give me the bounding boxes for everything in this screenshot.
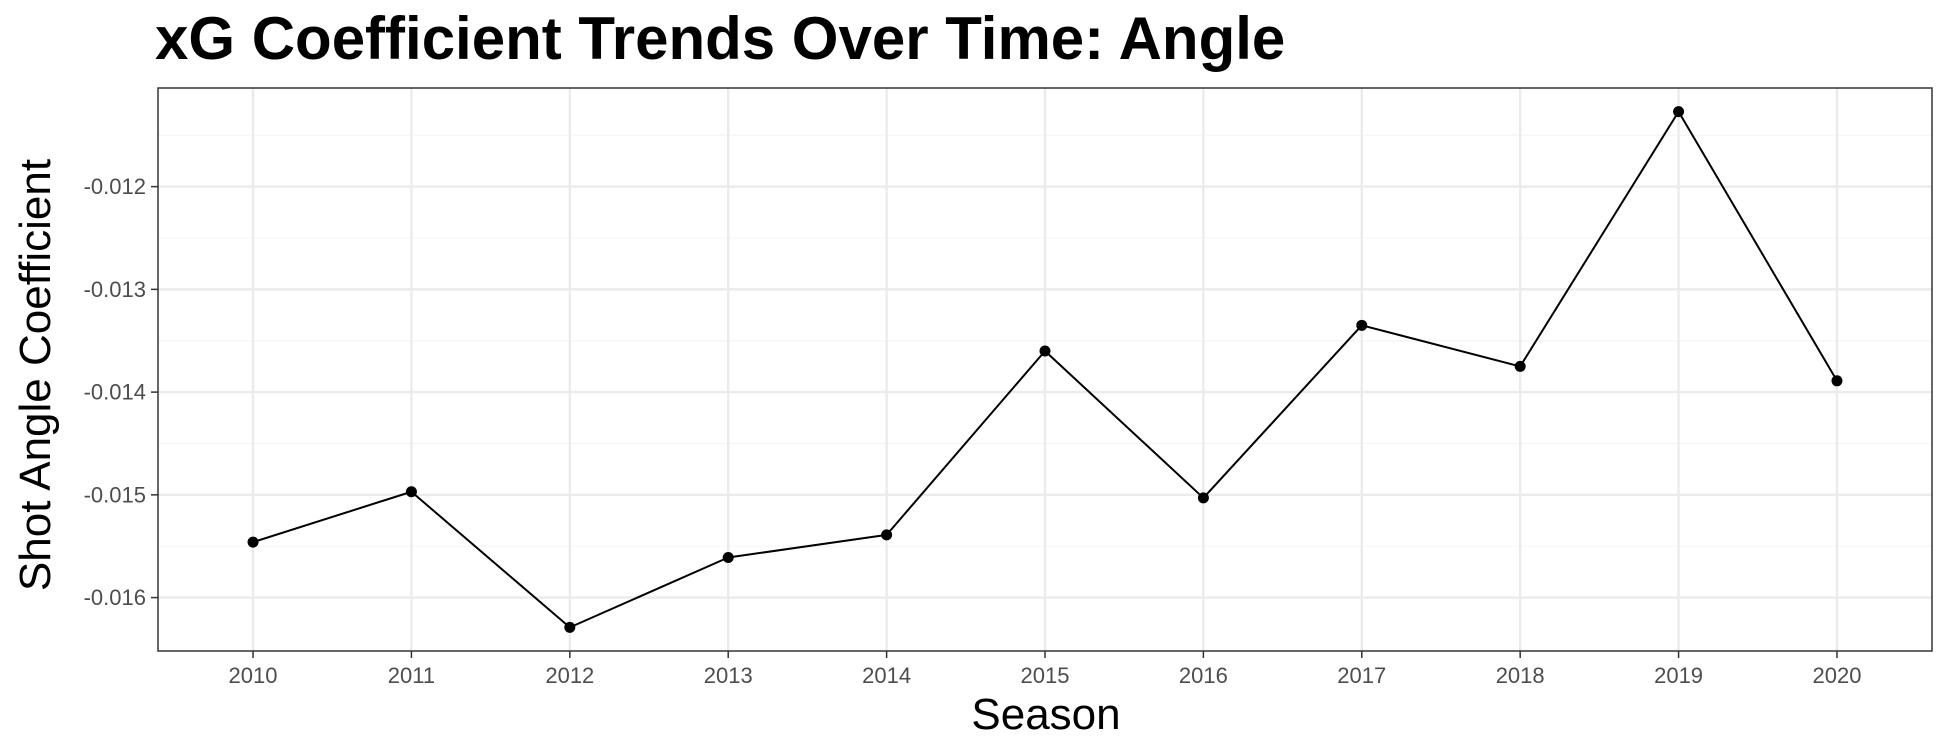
data-point — [1039, 345, 1051, 357]
data-point — [405, 486, 417, 498]
series-layer — [247, 106, 1843, 633]
data-point — [1356, 319, 1368, 331]
x-axis-ticks: 2010 2011 2012 2013 2014 2015 2016 2017 2018 2019… — [229, 651, 1861, 688]
data-point — [722, 552, 734, 564]
data-point — [1514, 360, 1526, 372]
data-point — [564, 621, 576, 633]
y-tick-label: -0.012 — [84, 174, 146, 199]
y-tick-label: -0.014 — [84, 380, 146, 405]
x-tick-label: 2011 — [388, 663, 435, 688]
x-axis-label: Season — [971, 690, 1121, 739]
x-tick-label: 2019 — [1654, 663, 1703, 688]
x-tick-label: 2013 — [704, 663, 753, 688]
major-gridlines — [158, 88, 1932, 651]
data-point — [1197, 492, 1209, 504]
y-tick-label: -0.015 — [84, 482, 146, 507]
data-point — [881, 529, 893, 541]
x-tick-label: 2017 — [1337, 663, 1386, 688]
y-tick-label: -0.016 — [84, 585, 146, 610]
x-tick-label: 2020 — [1812, 663, 1861, 688]
x-tick-label: 2016 — [1179, 663, 1228, 688]
x-tick-label: 2018 — [1496, 663, 1545, 688]
x-tick-label: 2015 — [1021, 663, 1070, 688]
data-point — [1831, 375, 1843, 387]
x-tick-label: 2012 — [545, 663, 594, 688]
chart-title: xG Coefficient Trends Over Time: Angle — [155, 5, 1286, 72]
data-point — [247, 536, 259, 548]
y-axis-ticks: -0.012 -0.013 -0.014 -0.015 -0.016 — [84, 174, 158, 610]
data-point — [1673, 106, 1685, 118]
x-tick-label: 2014 — [862, 663, 911, 688]
y-tick-label: -0.013 — [84, 277, 146, 302]
x-tick-label: 2010 — [229, 663, 278, 688]
